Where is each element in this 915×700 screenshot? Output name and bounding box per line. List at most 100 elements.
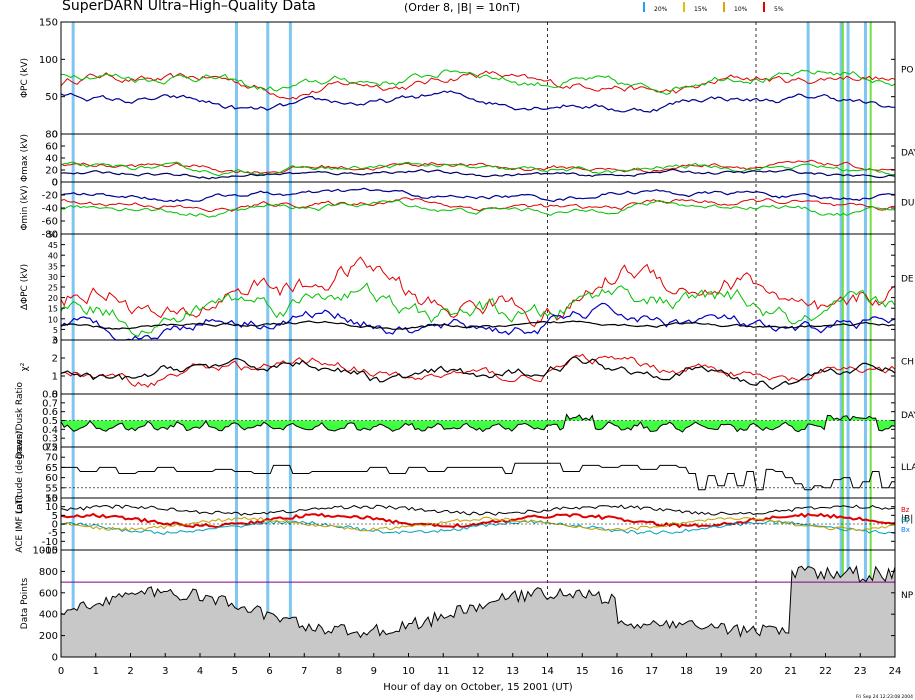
series-line-blue [60,302,896,341]
y-tick-label: 25 [48,284,58,293]
y-tick-label: 0 [53,337,58,346]
panel-right-label: NP [901,591,914,601]
y-tick-label: 0.5 [42,416,58,427]
legend-label: 20% [654,6,668,13]
y-tick-label: 20 [48,294,58,303]
series-line-green [60,199,896,218]
x-tick-label: 17 [645,666,658,677]
series-line-red [60,256,896,328]
chart-subtitle: (Order 8, |B| = 10nT) [404,1,520,14]
panel-right-label: |B| [901,514,913,524]
panel-right-label: DE [901,275,914,285]
series-line-black [60,168,896,180]
x-tick-label: 24 [889,666,902,677]
y-tick-label: 75 [45,443,58,454]
x-tick-label: 9 [371,666,377,677]
series-line-red [60,353,896,388]
y-tick-label: -15 [42,546,58,557]
y-tick-label: 1 [52,372,58,383]
x-axis-label: Hour of day on October, 15 2001 (UT) [383,682,573,693]
y-tick-label: 45 [48,241,58,250]
x-tick-label: 2 [127,666,133,677]
y-tick-label: 0 [52,653,58,664]
series-line-black [60,320,896,330]
imf-line [60,516,896,532]
y-tick-label: -40 [42,204,58,215]
y-tick-label: -10 [42,537,58,548]
x-tick-label: 4 [197,666,203,677]
imf-legend-entry: By [901,516,910,524]
y-tick-label: 35 [48,262,58,271]
y-tick-label: 60 [45,142,58,153]
series-line-blue [60,90,896,113]
y-axis-label: Latitude (degrees) [15,431,25,514]
y-axis-label: Dawn/Dusk Ratio [15,381,25,459]
y-tick-label: 60 [45,473,58,484]
legend-label: 5% [774,6,784,13]
y-axis-label: Φmax (kV) [20,134,30,182]
y-tick-label: 30 [48,273,58,282]
y-tick-label: 10 [45,502,58,513]
panel-right-label: PO [901,65,914,75]
y-tick-label: 5 [52,511,58,522]
x-tick-label: 10 [402,666,415,677]
x-tick-label: 13 [506,666,519,677]
x-tick-label: 14 [541,666,554,677]
y-axis-label: ΦPC (kV) [20,58,30,98]
y-tick-label: 800 [39,567,58,578]
y-tick-label: 50 [48,231,58,240]
x-tick-label: 16 [611,666,624,677]
imf-legend-entry: Bz [901,506,910,514]
y-tick-label: 55 [45,483,58,494]
y-tick-label: 200 [39,631,58,642]
y-tick-label: 10 [48,315,58,324]
x-tick-label: 21 [784,666,797,677]
x-tick-label: 15 [576,666,589,677]
series-line-black [60,356,896,390]
y-tick-label: 0.7 [42,398,58,409]
x-tick-label: 7 [301,666,307,677]
y-tick-label: 400 [39,610,58,621]
y-axis-label: ACE IMF (nT) [15,495,25,553]
x-tick-label: 22 [819,666,832,677]
panel-right-label: DAY [901,149,915,159]
x-tick-label: 11 [437,666,450,677]
y-tick-label: 0 [52,178,58,189]
y-tick-label: 3 [52,336,58,347]
ratio-line [60,413,896,433]
y-tick-label: 1000 [33,546,58,557]
y-tick-label: -60 [42,217,58,228]
x-tick-label: 19 [715,666,728,677]
y-tick-label: 0.3 [42,434,58,445]
y-tick-label: 15 [45,494,58,505]
series-line-blue [60,187,896,203]
x-tick-label: 0 [58,666,64,677]
y-tick-label: 150 [39,18,58,29]
y-tick-label: 0.2 [42,443,58,454]
y-tick-label: 0.6 [42,407,58,418]
series-line-red [60,159,896,175]
x-tick-label: 3 [162,666,168,677]
y-tick-label: 2 [52,354,58,365]
y-tick-label: -5 [48,528,58,539]
y-tick-label: 65 [45,463,58,474]
y-tick-label: 15 [48,305,58,314]
series-line-green [61,69,896,95]
y-tick-label: 0 [52,178,58,189]
header-legend: 20% 15% 10% 5% [643,2,784,13]
chart-title: SuperDARN Ultra–High–Quality Data [62,0,316,14]
latitude-line [61,462,895,491]
x-tick-label: 8 [336,666,342,677]
y-axis-label: Data Points [20,577,30,629]
panel-right-label: DAY [901,411,915,421]
y-tick-label: 50 [45,92,58,103]
y-tick-label: 0.8 [42,390,58,401]
imf-legend-entry: Bx [901,526,910,534]
series-line-green [60,161,896,177]
legend-label: 10% [734,6,748,13]
y-tick-label: 0 [52,130,58,141]
y-tick-label: -80 [42,230,58,241]
